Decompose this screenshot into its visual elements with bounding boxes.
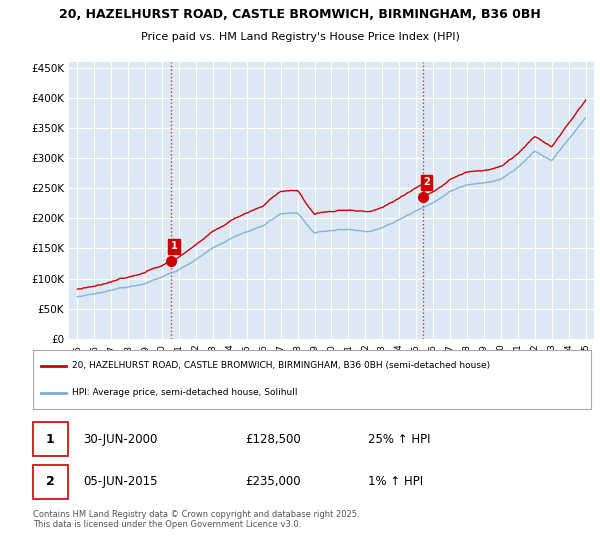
Text: 2: 2 bbox=[424, 177, 430, 187]
FancyBboxPatch shape bbox=[33, 465, 68, 499]
Text: 1: 1 bbox=[46, 433, 55, 446]
Text: Price paid vs. HM Land Registry's House Price Index (HPI): Price paid vs. HM Land Registry's House … bbox=[140, 32, 460, 42]
Text: £235,000: £235,000 bbox=[245, 475, 301, 488]
Text: £128,500: £128,500 bbox=[245, 433, 301, 446]
Text: HPI: Average price, semi-detached house, Solihull: HPI: Average price, semi-detached house,… bbox=[72, 389, 298, 398]
Text: 1: 1 bbox=[170, 241, 178, 251]
Text: Contains HM Land Registry data © Crown copyright and database right 2025.
This d: Contains HM Land Registry data © Crown c… bbox=[33, 510, 359, 529]
Text: 20, HAZELHURST ROAD, CASTLE BROMWICH, BIRMINGHAM, B36 0BH (semi-detached house): 20, HAZELHURST ROAD, CASTLE BROMWICH, BI… bbox=[72, 361, 490, 370]
Text: 2: 2 bbox=[46, 475, 55, 488]
Text: 1% ↑ HPI: 1% ↑ HPI bbox=[368, 475, 423, 488]
Text: 05-JUN-2015: 05-JUN-2015 bbox=[83, 475, 158, 488]
Text: 30-JUN-2000: 30-JUN-2000 bbox=[83, 433, 158, 446]
Text: 25% ↑ HPI: 25% ↑ HPI bbox=[368, 433, 430, 446]
Text: 20, HAZELHURST ROAD, CASTLE BROMWICH, BIRMINGHAM, B36 0BH: 20, HAZELHURST ROAD, CASTLE BROMWICH, BI… bbox=[59, 8, 541, 21]
FancyBboxPatch shape bbox=[33, 422, 68, 456]
